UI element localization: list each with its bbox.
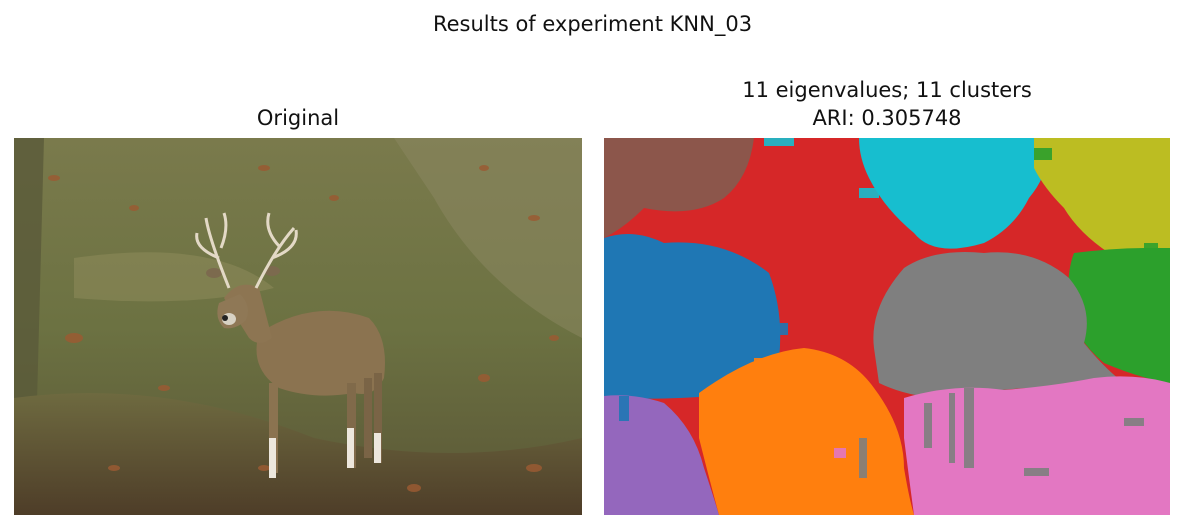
original-image [14,138,582,515]
original-panel-title: Original [256,106,340,130]
segmentation-title-line2: ARI: 0.305748 [812,106,962,130]
figure-suptitle: Results of experiment KNN_03 [432,12,753,36]
segmentation-image [604,138,1170,515]
segmentation-title-line1: 11 eigenvalues; 11 clusters [742,78,1032,102]
segmentation-panel-title: 11 eigenvalues; 11 clusters ARI: 0.30574… [604,76,1170,132]
